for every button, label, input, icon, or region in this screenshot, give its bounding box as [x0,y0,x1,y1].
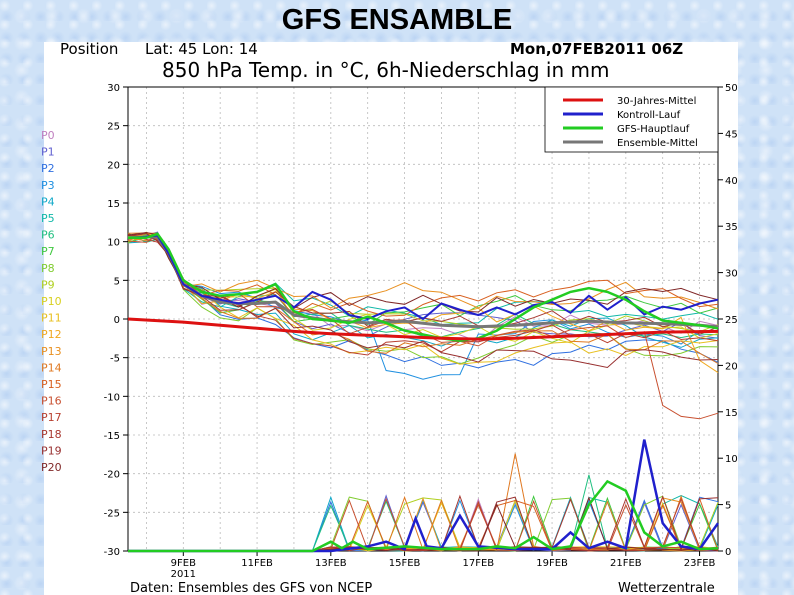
y-right-tick-label: 10 [725,454,738,465]
y-left-tick-label: -5 [110,354,120,365]
source-label: Daten: Ensembles des GFS von NCEP [130,581,372,595]
position-label: Position [60,40,118,58]
y-right-tick-label: 40 [725,176,738,187]
member-line-p9 [127,233,719,333]
y-left-tick-label: -20 [104,470,120,481]
control-run-line [127,234,719,321]
member-label: P13 [41,345,62,358]
member-label: P11 [41,312,62,325]
y-right-tick-label: 5 [725,501,731,512]
y-right-tick-label: 0 [725,547,731,558]
legend-label: GFS-Hauptlauf [617,124,690,135]
member-label: P14 [41,361,62,374]
x-tick-label: 19FEB [536,558,568,569]
member-label: P9 [41,278,55,291]
member-label: P1 [41,146,55,159]
y-right-tick-label: 15 [725,408,738,419]
legend-label: Kontroll-Lauf [617,110,681,121]
member-label: P0 [41,129,55,142]
member-label: P4 [41,195,55,208]
member-label: P15 [41,378,62,391]
member-label: P12 [41,328,62,341]
highlight-lines [127,232,720,553]
x-tick-label: 15FEB [389,558,421,569]
y-right-tick-label: 30 [725,269,738,280]
x-tick-label: 11FEB [241,558,273,569]
y-right-tick-label: 35 [725,222,738,233]
member-label: P5 [41,212,55,225]
main-run-line [128,232,719,342]
y-left-tick-label: 10 [107,238,120,249]
member-line-p13 [127,236,719,310]
member-line-p19 [127,233,719,369]
y-left-tick-label: 5 [114,276,120,287]
chart-title: 850 hPa Temp. in °C, 6h-Niederschlag in … [162,58,609,82]
member-labels: P0 P1 P2 P3 P4 P5 P6 P7 P8 P9 P10 P11 P12 P13 P14 P15 P1… [41,129,62,474]
y-right-tick-label: 45 [725,129,738,140]
y-left-tick-label: 25 [107,122,120,133]
x-tick-label: 13FEB [315,558,347,569]
y-left-tick-label: -10 [104,392,120,403]
y-left-tick-label: 0 [114,315,120,326]
run-label: Mon,07FEB2011 06Z [510,40,683,58]
member-label: P16 [41,395,62,408]
y-left-tick-label: -30 [104,547,120,558]
y-left-tick-label: -25 [104,508,120,519]
x-tick-label: 21FEB [610,558,642,569]
member-label: P8 [41,262,55,275]
member-label: P7 [41,245,55,258]
member-label: P10 [41,295,62,308]
slide-title: GFS ENSAMBLE [281,4,513,36]
x-tick-label: 9FEB [171,558,196,569]
legend-label: Ensemble-Mittel [617,138,698,149]
member-label: P17 [41,411,62,424]
y-right-tick-label: 25 [725,315,738,326]
location-label: Lat: 45 Lon: 14 [145,40,258,58]
y-right-tick-label: 50 [725,83,738,94]
y-left-tick-label: 20 [107,160,120,171]
x-tick-label: 23FEB [684,558,716,569]
left-axis: 30 25 20 15 10 5 0 -5 -10 -15 -20 -25 -30 [104,83,128,558]
member-label: P2 [41,162,55,175]
climatology-line [127,317,719,341]
y-left-tick-label: 30 [107,83,120,94]
x-tick-label: 17FEB [462,558,494,569]
y-left-tick-label: 15 [107,199,120,210]
legend-label: 30-Jahres-Mittel [617,96,696,107]
brand-label: Wetterzentrale [618,581,715,595]
y-right-tick-label: 20 [725,361,738,372]
member-label: P20 [41,461,62,474]
member-label: P3 [41,179,55,192]
legend: 30-Jahres-Mittel Kontroll-Lauf GFS-Hauptla… [544,86,719,153]
main-precip-line [128,479,719,553]
y-left-tick-label: -15 [104,431,120,442]
member-label: P6 [41,229,55,242]
x-tick-sublabel: 2011 [171,569,196,580]
member-label: P18 [41,428,62,441]
member-label: P19 [41,444,62,457]
